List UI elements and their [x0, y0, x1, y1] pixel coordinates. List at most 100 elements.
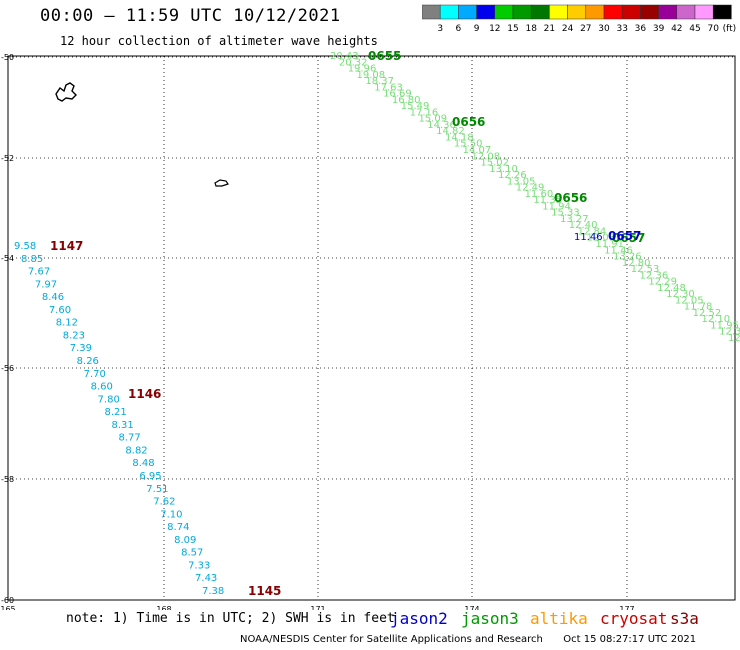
pass-time-label: 1146: [128, 387, 161, 401]
wave-height-value: 9.58: [14, 241, 36, 252]
wave-height-value: 11.46: [604, 245, 633, 256]
island-outline: [55, 82, 77, 102]
colorbar-label: 42: [671, 24, 682, 34]
wave-height-value: 16.80: [392, 95, 421, 106]
wave-height-value: 8.23: [63, 330, 85, 341]
wave-height-value: 17.63: [374, 82, 403, 93]
wave-height-value: 17.16: [410, 107, 439, 118]
wave-height-value: 11.78: [684, 302, 713, 313]
wave-height-value: 8.48: [132, 458, 154, 469]
wave-height-value: 15.02: [480, 158, 509, 169]
wave-height-value: 7.80: [98, 394, 120, 405]
generated-timestamp: Oct 15 08:27:17 UTC 2021: [563, 634, 697, 645]
page-subtitle: 12 hour collection of altimeter wave hei…: [60, 34, 378, 48]
wave-height-value: 12.62: [728, 333, 740, 344]
colorbar-label: 15: [507, 24, 518, 34]
wave-height-value: 8.26: [77, 356, 99, 367]
wave-height-value: 8.12: [56, 318, 78, 329]
pass-time-label: 0657: [608, 229, 641, 243]
wave-height-value: 7.60: [49, 305, 71, 316]
wave-height-value: 12.40: [569, 220, 598, 231]
colorbar-label: 12: [489, 24, 500, 34]
colorbar-label: 30: [598, 24, 610, 34]
pass-time-label: 0657: [612, 231, 645, 245]
latitude-tick-label: -60: [1, 596, 14, 605]
wave-height-value: 7.67: [28, 267, 50, 278]
wave-height-value: 12.52: [693, 308, 722, 319]
wave-height-value: 11.95: [710, 320, 739, 331]
wave-height-value: 13.26: [613, 252, 642, 263]
legend-item-altika: altika: [530, 609, 588, 628]
wave-height-value: 19.08: [357, 70, 386, 81]
legend-item-s3a: s3a: [670, 609, 699, 628]
wave-height-value: 11.46: [574, 232, 603, 243]
wave-height-value: 13.10: [489, 164, 518, 175]
wave-height-value: 18.37: [365, 76, 394, 87]
wave-height-value: 14.07: [463, 145, 492, 156]
latitude-tick-label: -52: [1, 154, 14, 163]
wave-height-value: 12.10: [701, 314, 730, 325]
wave-height-value: 12.08: [472, 151, 501, 162]
wave-height-value: 7.43: [195, 573, 217, 584]
longitude-tick-label: 165: [0, 605, 15, 610]
longitude-tick-label: 171: [310, 605, 325, 610]
wave-height-value: 20.32: [339, 57, 368, 68]
longitude-tick-label: 174: [464, 605, 479, 610]
wave-height-value: 11.60: [525, 189, 554, 200]
colorbar-label: 39: [653, 24, 665, 34]
wave-height-value: 12.38: [719, 327, 740, 338]
wave-height-value: 14.36: [427, 120, 456, 131]
wave-height-value: 11.35: [533, 195, 562, 206]
latitude-tick-label: -54: [1, 254, 14, 263]
credit-text: NOAA/NESDIS Center for Satellite Applica…: [240, 634, 543, 645]
colorbar-label: 45: [689, 24, 700, 34]
colorbar-label: 9: [474, 24, 480, 34]
wave-height-value: 15.09: [418, 114, 447, 125]
wave-height-value: 20.43: [330, 51, 359, 62]
pass-time-label: 0655: [368, 49, 401, 63]
wave-height-value: 13.27: [560, 214, 589, 225]
wave-height-value: 7.51: [146, 484, 168, 495]
colorbar-label: 21: [544, 24, 555, 34]
wave-height-value: 15.49: [401, 101, 430, 112]
wave-height-value: 14.18: [445, 132, 474, 143]
wave-height-value: 8.82: [125, 445, 147, 456]
island-outline: [214, 179, 229, 187]
wave-height-value: 12.53: [631, 264, 660, 275]
pass-time-label: 1147: [50, 239, 83, 253]
latitude-tick-label: -56: [1, 364, 14, 373]
longitude-tick-label: 168: [156, 605, 171, 610]
colorbar-label: 70: [707, 24, 719, 34]
colorbar-swatch: [712, 4, 732, 20]
legend-item-jason2: jason2: [390, 609, 448, 628]
wave-height-value: 12.29: [648, 277, 677, 288]
page-title: 00:00 — 11:59 UTC 10/12/2021: [40, 6, 341, 26]
wave-height-value: 12.36: [640, 270, 669, 281]
wave-height-value: 8.57: [181, 548, 203, 559]
wave-height-value: 11.91: [595, 239, 624, 250]
wave-height-value: 12.84: [578, 226, 607, 237]
wave-height-value: 8.21: [105, 407, 127, 418]
wave-height-value: 7.33: [188, 560, 210, 571]
wave-height-value: 12.03: [586, 233, 615, 244]
units-note: note: 1) Time is in UTC; 2) SWH is in fe…: [66, 611, 395, 626]
wave-height-value: 8.31: [111, 420, 133, 431]
wave-height-value: 8.74: [167, 522, 189, 533]
longitude-tick-label: 177: [619, 605, 634, 610]
wave-height-value: 12.48: [657, 283, 686, 294]
wave-height-value: 6.95: [139, 471, 161, 482]
wave-height-value: 8.85: [21, 254, 43, 265]
wave-height-value: 12.80: [622, 258, 651, 269]
latitude-tick-label: -58: [1, 475, 14, 484]
wave-height-value: 12.49: [516, 183, 545, 194]
wave-height-value: 16.69: [383, 89, 412, 100]
wave-height-value: 19.96: [348, 64, 377, 75]
colorbar-label: 18: [525, 24, 537, 34]
pass-time-label: 0656: [554, 191, 587, 205]
wave-height-value: 11.94: [542, 201, 571, 212]
colorbar-label: 33: [616, 24, 627, 34]
colorbar-label: 6: [456, 24, 462, 34]
wave-height-value: 7.62: [153, 497, 175, 508]
wave-height-value: 7.70: [84, 369, 106, 380]
